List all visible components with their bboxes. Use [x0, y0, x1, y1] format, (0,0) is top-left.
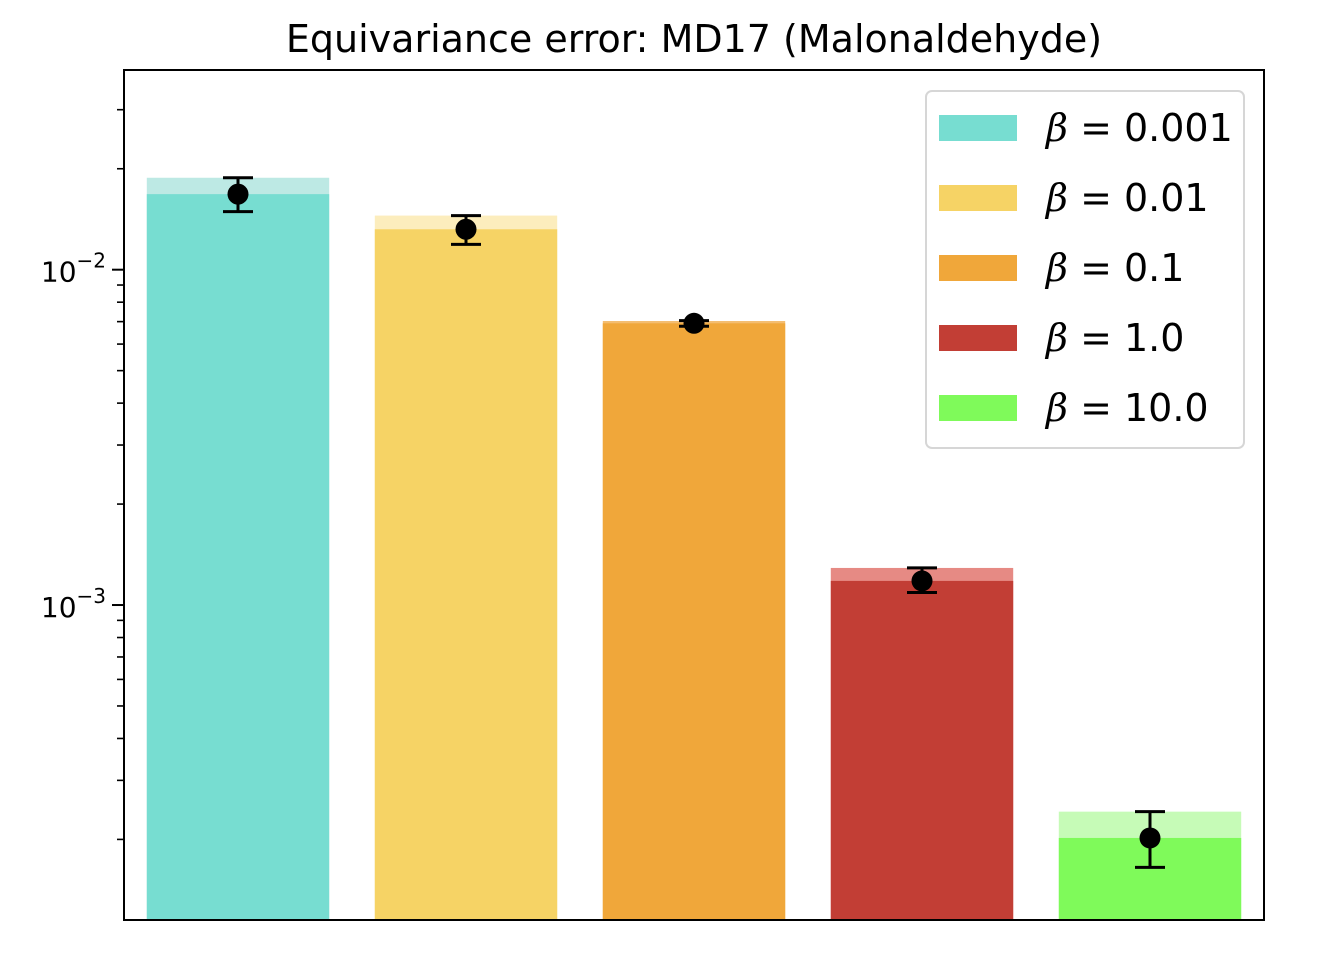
mean-marker-3 [911, 570, 933, 592]
legend-label-0: β = 0.001 [1044, 106, 1233, 150]
mean-marker-1 [455, 218, 477, 240]
bar-2 [602, 323, 786, 920]
legend-swatch-4 [939, 395, 1017, 421]
legend-swatch-1 [939, 185, 1017, 211]
legend-swatch-3 [939, 325, 1017, 351]
bar-1 [374, 229, 558, 920]
mean-marker-0 [227, 183, 249, 205]
legend-label-2: β = 0.1 [1044, 246, 1184, 290]
mean-marker-2 [683, 312, 705, 334]
y-tick-label-1: 10−3 [41, 584, 106, 624]
legend-label-3: β = 1.0 [1044, 316, 1184, 360]
legend-label-4: β = 10.0 [1044, 386, 1209, 430]
bar-3 [830, 580, 1014, 920]
legend-swatch-0 [939, 115, 1017, 141]
y-tick-label-0: 10−2 [41, 249, 106, 289]
chart-title: Equivariance error: MD17 (Malonaldehyde) [286, 17, 1102, 61]
legend: β = 0.001 β = 0.01 β = 0.1 β = 1.0 β = 10.0 [925, 90, 1245, 449]
legend-label-1: β = 0.01 [1044, 176, 1209, 220]
mean-marker-4 [1139, 827, 1161, 849]
legend-swatch-2 [939, 255, 1017, 281]
axes-frame [123, 69, 1265, 921]
bar-0 [146, 194, 330, 920]
legend-box [925, 90, 1245, 449]
plot-area: 10−2 10−3 [41, 69, 1265, 921]
